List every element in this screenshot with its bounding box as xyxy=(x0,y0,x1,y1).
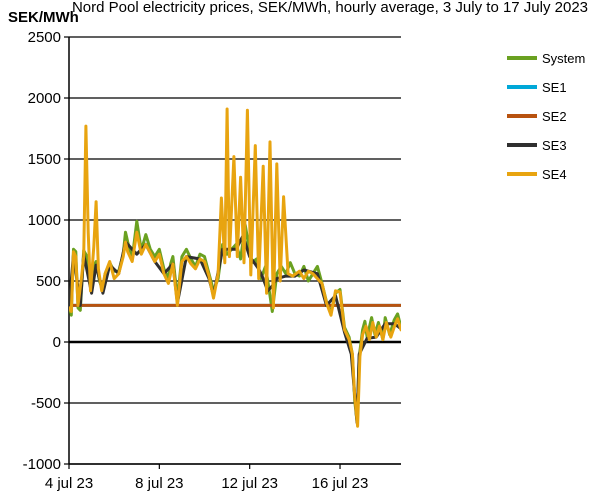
x-tick-label: 4 jul 23 xyxy=(45,475,93,492)
series-line-system xyxy=(69,219,401,423)
series-lines xyxy=(69,107,401,428)
y-tick-label: 500 xyxy=(36,273,61,290)
legend: System SE1 SE2 SE3 SE4 xyxy=(507,51,585,182)
x-tick-label: 16 jul 23 xyxy=(312,475,369,492)
legend-label-se4: SE4 xyxy=(542,167,567,182)
y-tick-label: -1000 xyxy=(23,456,61,473)
y-tick-label: -500 xyxy=(31,395,61,412)
y-tick-label: 2000 xyxy=(28,90,61,107)
y-tick-label: 2500 xyxy=(28,29,61,46)
x-tick-label: 8 jul 23 xyxy=(135,475,183,492)
y-tick-label: 1500 xyxy=(28,151,61,168)
legend-label-se2: SE2 xyxy=(542,109,567,124)
y-tick-labels: -1000 -500 0 500 1000 1500 2000 2500 xyxy=(23,29,61,473)
x-tick-label: 12 jul 23 xyxy=(221,475,278,492)
series-line-se3 xyxy=(69,234,401,424)
legend-label-se3: SE3 xyxy=(542,138,567,153)
series-line-se4 xyxy=(69,107,401,428)
chart-title: Nord Pool electricity prices, SEK/MWh, h… xyxy=(72,0,588,16)
y-tick-label: 1000 xyxy=(28,212,61,229)
legend-label-se1: SE1 xyxy=(542,80,567,95)
x-tick-labels: 4 jul 23 8 jul 23 12 jul 23 16 jul 23 xyxy=(45,475,369,492)
y-tick-label: 0 xyxy=(53,334,61,351)
y-axis-title: SEK/MWh xyxy=(8,9,79,26)
axes xyxy=(64,36,401,469)
legend-label-system: System xyxy=(542,51,585,66)
